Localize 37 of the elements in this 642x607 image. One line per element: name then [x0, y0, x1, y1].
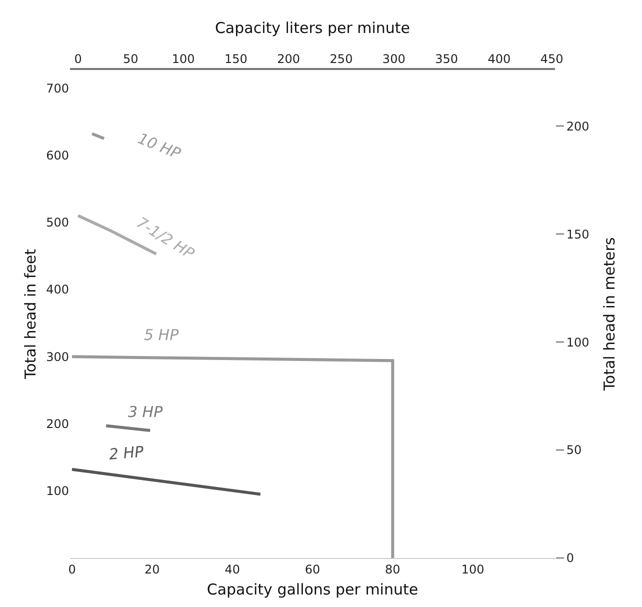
- y-axis-title: Total head in feet: [21, 248, 40, 380]
- x2-tick-label: 350: [435, 52, 458, 66]
- y-tick-label: 300: [46, 350, 69, 364]
- y2-tick-label: 0: [566, 551, 574, 566]
- x2-tick-label: 50: [123, 52, 138, 66]
- x-tick-label: 60: [304, 562, 320, 576]
- x2-tick-label: 300: [382, 52, 406, 66]
- x2-tick-label: 200: [277, 52, 300, 66]
- y-tick-label: 700: [46, 81, 69, 96]
- x2-tick-label: 0: [74, 52, 82, 66]
- series-label: 2 HP: [108, 442, 146, 464]
- y-tick-label: 600: [46, 148, 69, 162]
- x-tick-label: 100: [461, 562, 484, 576]
- x2-tick-label: 450: [540, 52, 564, 66]
- y-tick-label: 400: [46, 282, 69, 297]
- line-series: [70, 355, 394, 558]
- x2-tick-label: 100: [172, 52, 195, 66]
- x-axis-title: Capacity gallons per minute: [206, 580, 418, 598]
- x-tick-label: 20: [144, 562, 160, 576]
- y-tick-label: 500: [46, 216, 69, 230]
- y2-axis-title: Total head in meters: [600, 237, 618, 392]
- x2-axis-title: Capacity liters per minute: [214, 18, 410, 37]
- series-label: 3 HP: [128, 403, 164, 421]
- x2-tick-label: 250: [330, 52, 353, 66]
- y-tick-label: 100: [46, 484, 69, 498]
- x2-tick-label: 400: [488, 52, 511, 66]
- y2-tick-label: 200: [566, 119, 590, 134]
- y2-tick-label: 150: [566, 227, 590, 242]
- x2-tick-label: 150: [224, 52, 248, 66]
- text: 10 HP: [135, 129, 184, 164]
- y2-tick-label: 100: [566, 335, 590, 350]
- x-tick-label: 80: [385, 562, 400, 576]
- x-tick-label: 0: [68, 562, 76, 576]
- series-label: 5 HP: [144, 326, 180, 344]
- x-tick-label: 40: [224, 562, 240, 576]
- y2-tick-label: 50: [566, 443, 582, 458]
- y-tick-label: 200: [46, 416, 69, 431]
